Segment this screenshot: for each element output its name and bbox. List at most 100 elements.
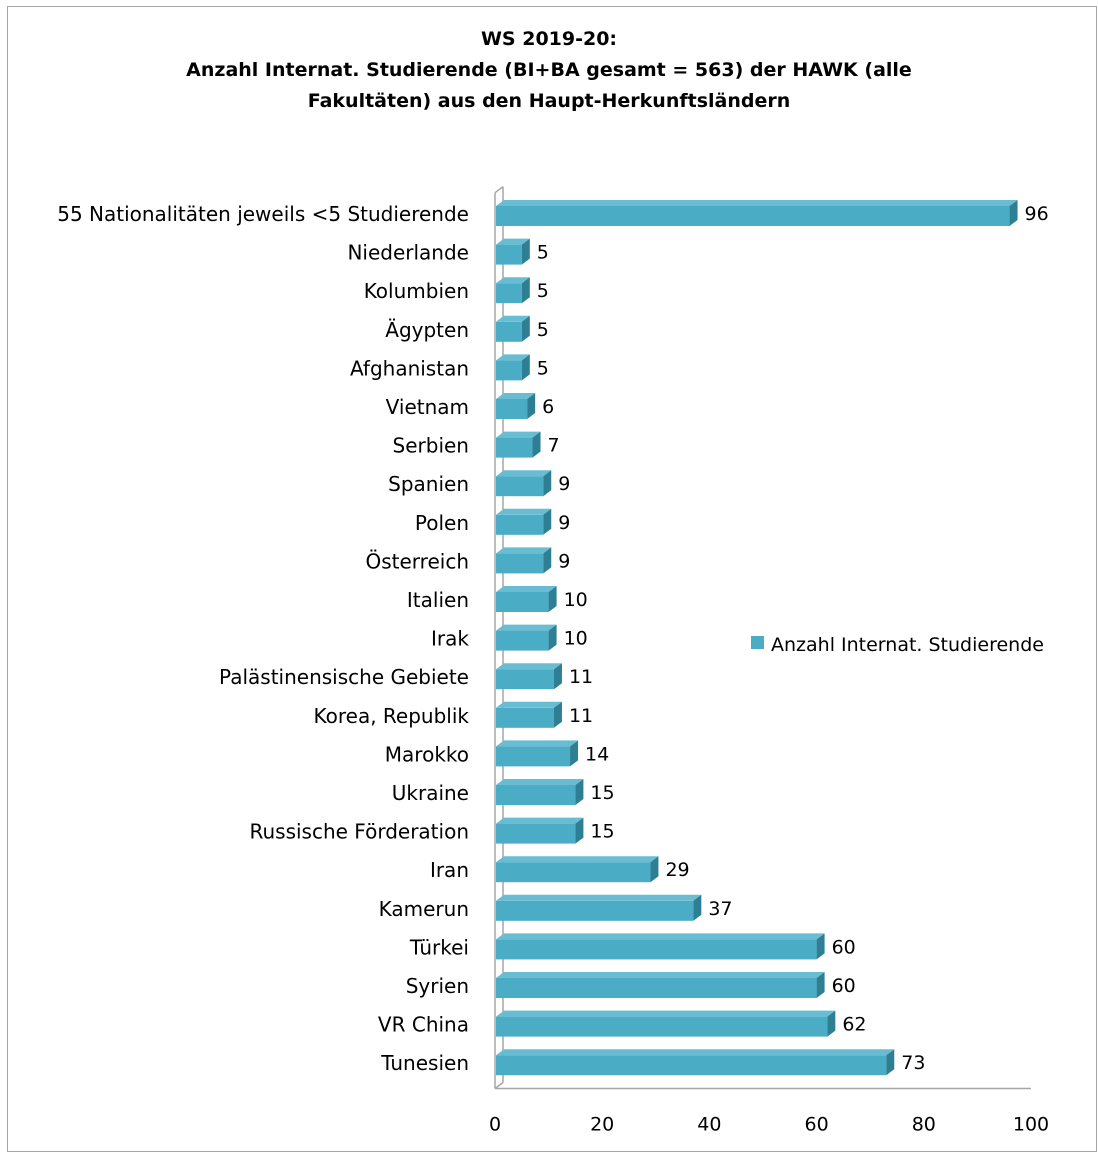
bar-side [521,315,530,342]
bar-front [496,206,1010,226]
category-label: VR China [378,1013,469,1037]
category-label: Iran [430,858,469,882]
bar-side [521,354,530,381]
bar-4 [496,354,530,381]
category-label: 55 Nationalitäten jeweils <5 Studierende [57,202,469,226]
bar-3 [496,315,530,342]
chart-area [7,6,1097,1152]
bar-side [521,277,530,304]
bar-15 [496,779,584,805]
bar-9 [496,547,552,574]
category-label: Irak [431,627,469,651]
bar-front [496,476,544,497]
bar-front [496,514,544,535]
bar-front [496,360,522,381]
legend-swatch [751,636,764,649]
bar-front [496,1016,828,1037]
bar-top [496,277,530,284]
bar-side [521,238,530,265]
bar-side [650,856,659,883]
bar-top [496,779,584,785]
x-tick-label: 0 [489,1114,501,1136]
x-tick-label: 60 [805,1114,829,1136]
bar-top [496,817,584,824]
bar-side [543,508,552,535]
category-labels: 55 Nationalitäten jeweils <5 Studierende… [57,202,469,1075]
category-label: Polen [415,511,469,535]
category-label: Vietnam [386,395,469,419]
bar-top [496,856,659,863]
chart-title-line-3: Fakultäten) aus den Haupt-Herkunftslände… [307,90,791,112]
category-label: Italien [407,588,469,612]
bar-top [496,894,702,901]
bar-13 [496,701,562,728]
bar-top [496,547,552,554]
legend: Anzahl Internat. Studierende [751,634,1044,656]
bar-side [527,393,536,419]
bar-front [496,553,544,574]
x-tick-label: 100 [1013,1114,1049,1136]
bar-19 [496,933,825,960]
value-label: 15 [590,821,614,843]
legend-label: Anzahl Internat. Studierende [771,634,1044,656]
bar-front [496,978,817,998]
bar-side [816,972,825,998]
value-labels: 96 5 5 5 5 6 7 9 9 9 10 10 11 11 14 15 15 29 37 60 60 62 73 [537,203,1049,1074]
chart-title: WS 2019-20: Anzahl Internat. Studierende… [0,24,1098,117]
value-label: 73 [901,1052,925,1074]
value-label: 14 [585,743,609,765]
bar-14 [496,740,579,767]
bar-top [496,200,1018,206]
category-label: Spanien [388,472,469,496]
bar-11 [496,624,557,651]
bar-0 [496,200,1018,226]
bar-21 [496,1010,836,1037]
bar-front [496,746,571,767]
bar-front [496,900,694,921]
bar-7 [496,470,552,497]
bar-side [827,1010,836,1037]
bar-front [496,785,576,805]
category-label: Russische Förderation [249,820,469,844]
bar-side [575,817,584,844]
bar-front [496,669,554,690]
bar-side [575,779,584,805]
bar-22 [496,1049,895,1076]
bar-front [496,592,549,612]
value-label: 60 [832,936,856,958]
bar-side [553,701,562,728]
value-label: 9 [558,473,570,495]
bar-top [496,238,530,245]
value-label: 96 [1025,203,1049,225]
bar-front [496,939,817,960]
bar-front [496,437,533,458]
bar-side [543,547,552,574]
bar-front [496,283,522,304]
value-label: 60 [832,975,856,997]
category-label: Niederlande [347,241,469,265]
bar-front [496,1055,887,1076]
value-label: 9 [558,550,570,572]
chart-title-line-2: Anzahl Internat. Studierende (BI+BA gesa… [186,59,912,81]
value-label: 15 [590,782,614,804]
value-label: 9 [558,512,570,534]
x-axis-ticks: 0 20 40 60 80 100 [489,1114,1049,1136]
bar-top [496,354,530,361]
category-label: Marokko [385,742,469,766]
bar-8 [496,508,552,535]
bar-top [496,624,557,631]
bar-top [496,701,562,708]
bar-6 [496,431,541,458]
bar-top [496,586,557,592]
bar-front [496,399,528,419]
bar-1 [496,238,530,265]
value-label: 6 [542,396,554,418]
bars [496,200,1018,1076]
value-label: 7 [548,435,560,457]
bar-side [1009,200,1018,226]
category-label: Türkei [409,935,469,959]
bar-top [496,1049,895,1056]
bar-top [496,431,541,438]
bar-side [886,1049,895,1076]
